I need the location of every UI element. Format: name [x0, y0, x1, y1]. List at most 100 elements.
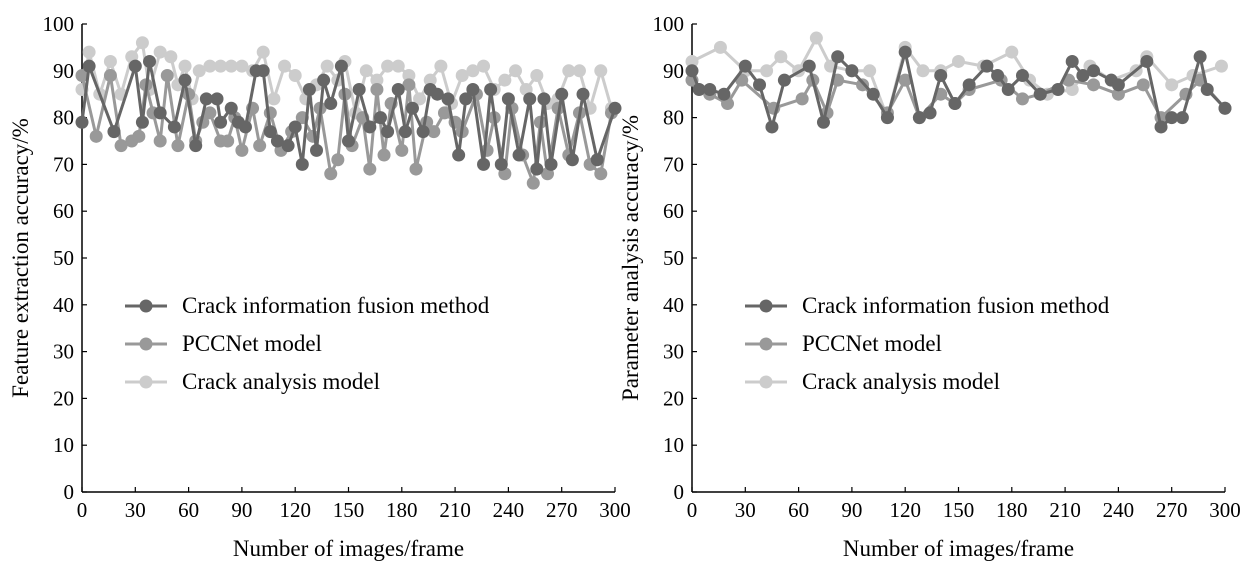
- data-point: [1111, 87, 1125, 101]
- data-point: [523, 92, 537, 106]
- x-tick-label: 270: [546, 498, 578, 522]
- data-point: [402, 78, 416, 92]
- data-point: [178, 73, 192, 87]
- data-point: [359, 64, 373, 78]
- data-point: [594, 167, 608, 181]
- data-point: [952, 54, 965, 68]
- legend-label: Crack information fusion method: [802, 293, 1110, 318]
- data-point: [441, 92, 455, 106]
- data-point: [278, 59, 292, 73]
- data-point: [1015, 92, 1029, 106]
- data-point: [381, 59, 395, 73]
- data-point: [526, 176, 540, 190]
- data-point: [1005, 45, 1019, 59]
- data-point: [395, 143, 409, 157]
- data-point: [1087, 78, 1101, 92]
- data-point: [199, 92, 213, 106]
- data-point: [288, 120, 302, 134]
- data-point: [132, 129, 146, 143]
- data-point: [324, 97, 338, 111]
- y-tick-label: 30: [663, 340, 684, 364]
- data-point: [477, 59, 491, 73]
- data-point: [1001, 83, 1015, 97]
- data-point: [466, 83, 480, 97]
- data-point: [89, 129, 103, 143]
- x-tick-label: 180: [386, 498, 418, 522]
- data-point: [373, 111, 387, 125]
- data-point: [962, 78, 976, 92]
- data-point: [135, 115, 149, 129]
- data-point: [1165, 78, 1179, 92]
- data-point: [235, 143, 249, 157]
- data-point: [377, 148, 391, 162]
- x-tick-label: 60: [178, 498, 199, 522]
- x-tick-label: 180: [996, 498, 1028, 522]
- data-point: [912, 111, 926, 125]
- x-tick-label: 240: [1103, 498, 1135, 522]
- data-point: [1051, 83, 1065, 97]
- data-point: [370, 73, 384, 87]
- data-point: [267, 92, 281, 106]
- data-point: [171, 139, 185, 153]
- legend-swatch-marker: [759, 375, 773, 389]
- data-point: [189, 139, 203, 153]
- y-tick-label: 0: [64, 480, 75, 504]
- data-point: [576, 87, 590, 101]
- data-point: [192, 64, 206, 78]
- x-tick-label: 0: [77, 498, 88, 522]
- data-point: [477, 157, 491, 171]
- data-point: [302, 83, 316, 97]
- data-point: [405, 101, 419, 115]
- data-point: [103, 68, 117, 82]
- data-point: [153, 45, 167, 59]
- data-point: [224, 101, 238, 115]
- data-point: [135, 36, 149, 50]
- data-point: [845, 64, 859, 78]
- data-point: [82, 45, 96, 59]
- data-point: [224, 59, 238, 73]
- data-point: [692, 83, 706, 97]
- data-point: [430, 87, 444, 101]
- data-point: [898, 73, 912, 87]
- data-point: [991, 68, 1005, 82]
- data-point: [235, 59, 249, 73]
- data-point: [1136, 78, 1150, 92]
- data-point: [484, 83, 498, 97]
- data-point: [1214, 59, 1228, 73]
- data-point: [831, 50, 845, 64]
- y-tick-label: 60: [53, 199, 74, 223]
- y-axis-label: Feature extraction accuracy/%: [8, 118, 33, 398]
- data-point: [160, 68, 174, 82]
- y-tick-label: 10: [663, 433, 684, 457]
- data-point: [777, 73, 791, 87]
- x-tick-label: 30: [735, 498, 756, 522]
- data-point: [317, 73, 331, 87]
- x-axis-label: Number of images/frame: [233, 536, 464, 561]
- legend-swatch-marker: [759, 337, 773, 351]
- data-point: [1065, 54, 1079, 68]
- data-point: [916, 64, 930, 78]
- data-point: [128, 59, 142, 73]
- x-tick-label: 150: [943, 498, 975, 522]
- data-point: [1154, 120, 1168, 134]
- y-tick-label: 100: [43, 12, 75, 36]
- legend-label: Crack analysis model: [182, 369, 380, 394]
- data-point: [1200, 83, 1214, 97]
- data-point: [203, 59, 217, 73]
- data-point: [555, 87, 569, 101]
- series-0: [75, 54, 622, 176]
- data-point: [281, 139, 295, 153]
- data-point: [167, 120, 181, 134]
- x-tick-label: 300: [1209, 498, 1241, 522]
- legend: Crack information fusion method PCCNet mo…: [745, 293, 1110, 394]
- data-point: [221, 134, 235, 148]
- data-point: [381, 125, 395, 139]
- y-tick-label: 30: [53, 340, 74, 364]
- data-point: [352, 83, 366, 97]
- legend-swatch-marker: [139, 299, 153, 313]
- legend: Crack information fusion method PCCNet mo…: [125, 293, 490, 394]
- data-point: [253, 139, 267, 153]
- data-point: [203, 106, 217, 120]
- data-point: [437, 106, 451, 120]
- data-point: [153, 134, 167, 148]
